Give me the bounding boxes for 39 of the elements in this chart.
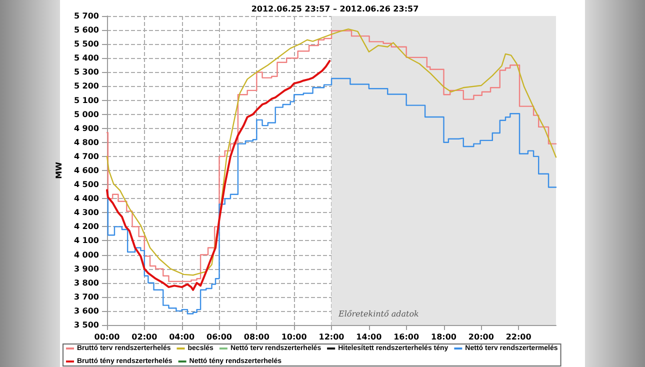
x-tick-label: 04:00	[169, 332, 195, 342]
y-tick-label: 4 300	[74, 208, 100, 218]
y-tick-label: 5 700	[74, 12, 100, 20]
y-tick-label: 3 700	[74, 292, 100, 302]
y-tick-label: 4 800	[74, 138, 100, 147]
x-tick-label: 16:00	[394, 332, 420, 342]
y-tick-label: 4 100	[74, 236, 100, 246]
y-tick-label: 5 600	[74, 26, 100, 35]
y-axis-title: MW	[54, 162, 64, 179]
y-tick-label: 3 800	[74, 278, 100, 288]
x-tick-label: 02:00	[132, 332, 158, 342]
y-tick-label: 4 900	[74, 124, 100, 133]
y-tick-label: 4 600	[74, 166, 100, 175]
band-label: Előretekintő adatok	[338, 310, 420, 318]
x-tick-label: 18:00	[431, 332, 457, 342]
y-tick-label: 4 500	[74, 180, 100, 190]
x-tick-label: 14:00	[356, 332, 382, 342]
y-tick-label: 3 900	[74, 264, 100, 274]
y-tick-label: 5 300	[74, 68, 100, 77]
x-tick-label: 12:00	[318, 332, 345, 342]
x-tick-label: 08:00	[244, 332, 270, 342]
x-tick-label: 20:00	[468, 332, 494, 342]
y-tick-label: 5 400	[74, 54, 100, 63]
x-tick-label: 06:00	[206, 332, 232, 342]
y-tick-label: 5 200	[74, 82, 100, 91]
y-tick-label: 3 500	[74, 320, 100, 330]
y-tick-label: 5 500	[74, 40, 100, 49]
y-tick-label: 4 700	[74, 152, 100, 161]
y-tick-label: 4 200	[74, 222, 100, 232]
y-tick-label: 5 100	[74, 96, 100, 105]
y-tick-label: 4 400	[74, 194, 100, 204]
y-tick-label: 5 000	[74, 110, 100, 119]
x-tick-label: 22:00	[506, 332, 532, 342]
x-tick-label: 00:00	[94, 332, 120, 342]
y-tick-label: 3 600	[74, 306, 100, 316]
x-tick-label: 10:00	[281, 332, 308, 342]
line-series	[106, 60, 331, 291]
y-tick-label: 4 000	[74, 250, 100, 260]
chart-title: 2012.06.25 23:57 – 2012.06.26 23:57	[251, 4, 419, 14]
